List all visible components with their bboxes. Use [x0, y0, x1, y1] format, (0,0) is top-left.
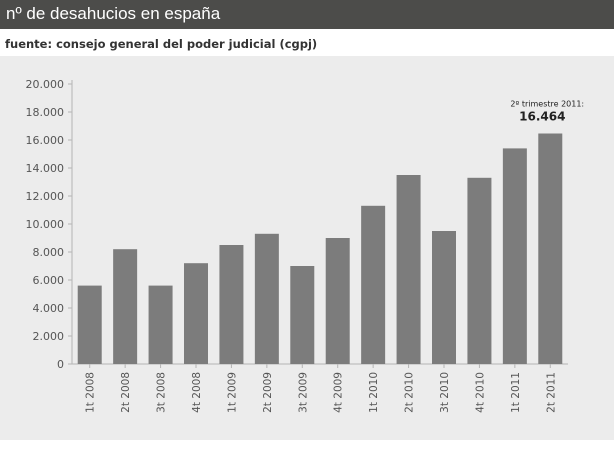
x-tick-label: 3t 2010 — [439, 372, 451, 413]
y-tick-label: 14.000 — [26, 162, 65, 175]
chart-panel: 0 2.000 4.000 6.000 8.000 10.000 12.000 14.000 1… — [0, 56, 614, 440]
y-tick-label: 8.000 — [33, 246, 65, 259]
bar — [254, 233, 279, 364]
bar — [184, 263, 208, 364]
bar — [325, 238, 350, 364]
x-tick-label: 4t 2009 — [333, 372, 345, 413]
bar — [502, 148, 527, 364]
y-axis: 0 2.000 4.000 6.000 8.000 10.000 12.000 14.000 1… — [26, 78, 568, 371]
bar — [148, 285, 173, 364]
bar — [538, 133, 563, 364]
annotation-value: 16.464 — [519, 110, 565, 124]
y-tick-label: 20.000 — [26, 78, 65, 91]
x-tick-label: 3t 2008 — [156, 372, 168, 413]
annotation-label: 2º trimestre 2011: — [510, 100, 584, 109]
x-tick-label: 2t 2009 — [262, 372, 274, 413]
x-tick-label: 1t 2010 — [368, 372, 380, 413]
x-tick-label: 2t 2010 — [404, 372, 416, 413]
y-tick-label: 18.000 — [26, 106, 65, 119]
y-tick-label: 4.000 — [33, 302, 65, 315]
x-tick-label: 2t 2011 — [545, 372, 557, 413]
y-tick-label: 16.000 — [26, 134, 65, 147]
bar — [219, 245, 244, 364]
x-tick-label: 1t 2011 — [510, 372, 522, 413]
bar — [467, 177, 492, 364]
x-tick-label: 4t 2008 — [191, 372, 203, 413]
x-tick-label: 1t 2009 — [226, 372, 238, 413]
source-caption: fuente: consejo general del poder judici… — [5, 37, 318, 51]
y-tick-label: 6.000 — [33, 274, 65, 287]
x-tick-label: 1t 2008 — [85, 372, 97, 413]
header-bar: nº de desahucios en españa — [0, 0, 614, 29]
y-tick-label: 0 — [57, 358, 64, 371]
annotation: 2º trimestre 2011:16.464 — [510, 100, 584, 124]
y-tick-label: 10.000 — [26, 218, 65, 231]
y-tick-label: 12.000 — [26, 190, 65, 203]
x-tick-label: 3t 2009 — [297, 372, 309, 413]
x-tick-label: 2t 2008 — [120, 372, 132, 413]
bar — [77, 285, 102, 364]
x-tick-label: 4t 2010 — [474, 372, 486, 413]
page-title: nº de desahucios en españa — [6, 4, 221, 23]
x-axis: 1t 2008 2t 2008 3t 2008 4t 2008 1t 2009 2t 20… — [85, 364, 557, 413]
bar — [290, 266, 315, 364]
y-tick-label: 2.000 — [33, 330, 65, 343]
bar — [432, 231, 456, 364]
bar — [113, 249, 138, 364]
bar — [361, 205, 386, 364]
bar-chart: 0 2.000 4.000 6.000 8.000 10.000 12.000 14.000 1… — [26, 78, 585, 413]
bar — [396, 175, 421, 364]
bar-series — [77, 133, 563, 364]
